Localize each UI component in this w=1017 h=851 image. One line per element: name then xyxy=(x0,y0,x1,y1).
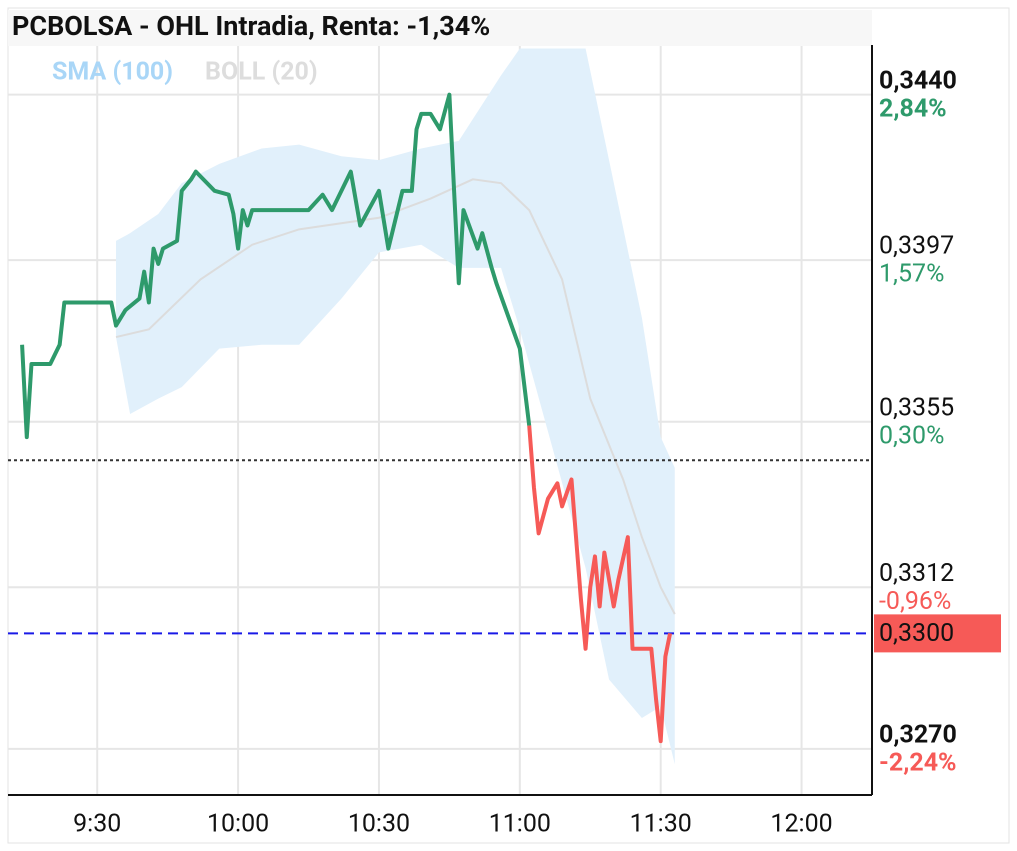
y-tick-label: 0,3355 xyxy=(879,393,954,422)
last-price-label: 0,3300 xyxy=(879,619,954,648)
y-tick-label: 0,3440 xyxy=(879,66,957,95)
y-tick-change: 0,30% xyxy=(879,421,944,450)
last-price-box xyxy=(874,614,1001,653)
y-tick-change: 2,84% xyxy=(879,94,947,123)
x-tick-label: 10:00 xyxy=(207,810,269,839)
bollinger-band xyxy=(116,48,675,765)
y-tick-change: -2,24% xyxy=(879,748,957,777)
x-tick-label: 11:30 xyxy=(630,810,692,839)
x-tick-label: 10:30 xyxy=(348,810,410,839)
y-tick-change: 1,57% xyxy=(879,260,944,289)
x-tick-label: 11:00 xyxy=(489,810,551,839)
y-tick-label: 0,3397 xyxy=(879,232,954,261)
price-line xyxy=(20,92,532,440)
y-tick-label: 0,3270 xyxy=(879,720,957,749)
price-line xyxy=(527,425,673,744)
chart-title: PCBOLSA - OHL Intradia, Renta: -1,34% xyxy=(12,10,490,42)
x-tick-label: 12:00 xyxy=(770,810,832,839)
average-line xyxy=(115,178,676,615)
legend-entry: SMA (100) xyxy=(52,58,173,87)
x-tick-label: 9:30 xyxy=(73,810,121,839)
y-tick-label: 0,3312 xyxy=(879,559,954,588)
y-tick-change: -0,96% xyxy=(879,587,951,616)
legend-entry: BOLL (20) xyxy=(205,58,318,87)
title-bar xyxy=(8,10,872,46)
